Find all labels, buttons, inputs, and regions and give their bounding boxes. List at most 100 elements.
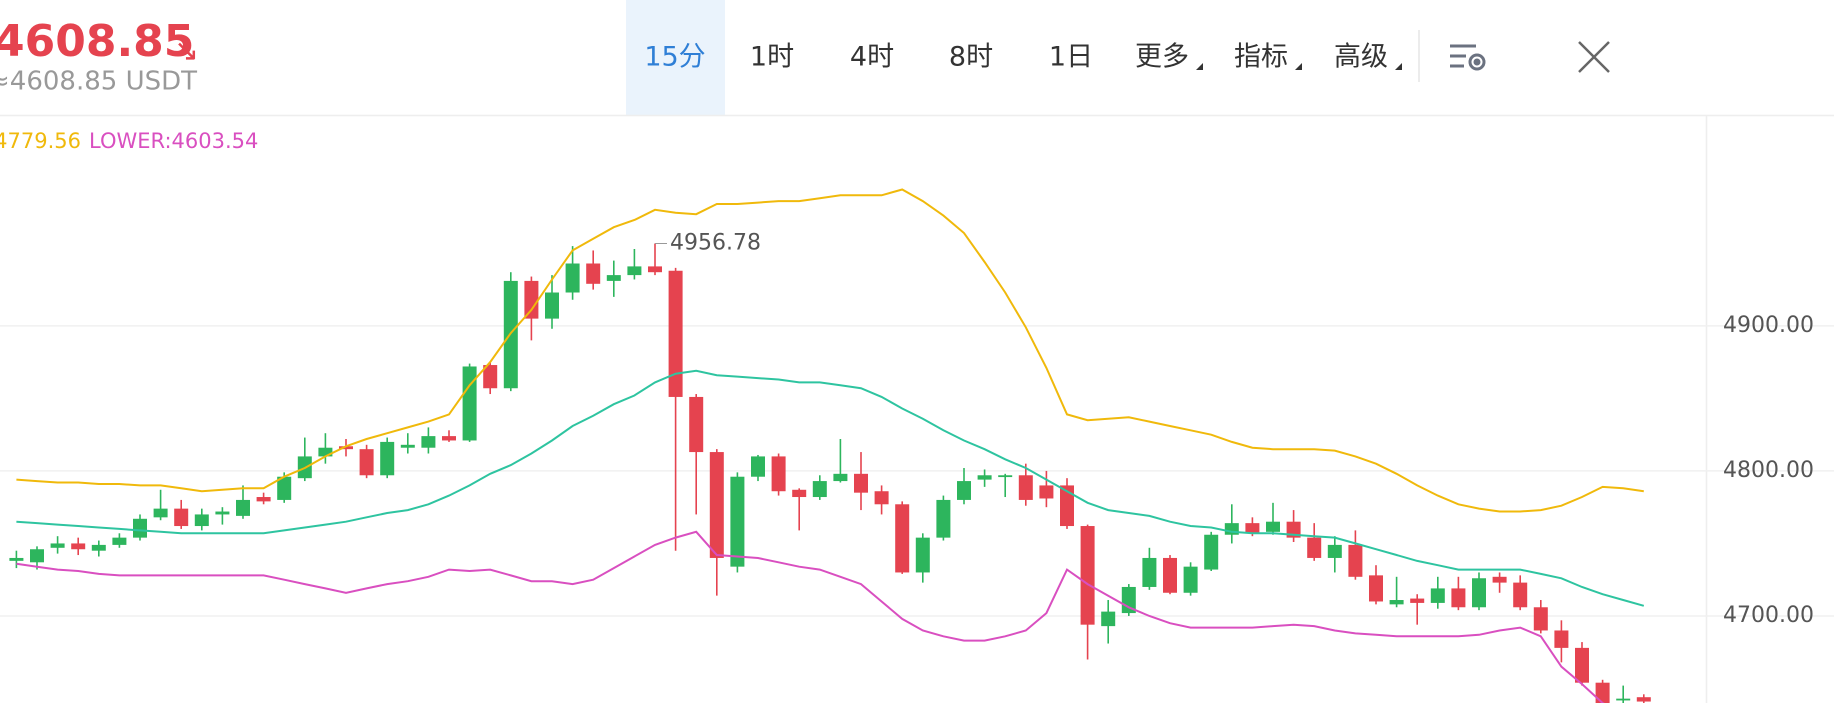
candle-body	[1533, 607, 1548, 631]
candle-body	[1575, 647, 1589, 683]
tab[interactable]: 1日	[1049, 42, 1093, 73]
tab[interactable]: 4时	[850, 42, 894, 73]
candle-body	[1204, 534, 1219, 570]
candle-body	[689, 396, 704, 453]
tab[interactable]: 高级	[1334, 42, 1388, 73]
legend-entry: UPPER:4779.56	[0, 129, 81, 153]
candle-body	[565, 263, 580, 293]
candle-body	[236, 499, 250, 516]
band-line	[16, 369, 1645, 607]
candle-body	[751, 456, 765, 477]
candle-body	[277, 476, 292, 500]
candle-body	[1245, 523, 1260, 534]
tab[interactable]: 8时	[949, 42, 993, 73]
candle-body	[400, 444, 415, 448]
legend-entry: LOWER:4603.54	[89, 129, 258, 153]
candle-body	[133, 518, 147, 538]
band-line	[16, 530, 1605, 703]
candle-body	[1595, 682, 1610, 703]
candle-body	[1266, 521, 1280, 532]
candle-body	[483, 365, 498, 389]
candle-body	[1451, 588, 1466, 608]
candle-body	[1183, 566, 1198, 593]
tabs: 15分 1时 4时 8时 1日 更多 指标 高级	[644, 42, 1402, 73]
max-annotation: 4956.78	[670, 231, 761, 256]
candle-body	[545, 292, 559, 319]
candle-body	[9, 557, 24, 561]
labels: 4700.00 4800.00 4900.00 4956.78 UPPER:4779.5…	[0, 129, 1814, 628]
candle-body	[627, 266, 642, 276]
candle-body	[1080, 526, 1095, 625]
tab[interactable]: 1时	[750, 42, 794, 73]
candle-body	[915, 537, 930, 573]
tab[interactable]: 15分	[644, 42, 705, 73]
candle-body	[730, 476, 745, 567]
candle-body	[1492, 576, 1507, 583]
candle-body	[462, 366, 477, 441]
candle-body	[606, 275, 621, 281]
candle-body	[833, 473, 848, 482]
candle-body	[1101, 611, 1116, 627]
band-line	[16, 188, 1644, 513]
candle-body	[874, 491, 889, 505]
candle-body	[1142, 557, 1157, 587]
candle-body	[977, 475, 992, 480]
settings-icon[interactable]	[1450, 44, 1486, 71]
candle-body	[421, 436, 436, 448]
candle-body	[1039, 485, 1054, 499]
close-button[interactable]	[1578, 41, 1610, 73]
candle-body	[71, 543, 86, 550]
price-arrow: ↘	[174, 34, 199, 69]
y-tick-label: 4800.00	[1723, 458, 1814, 483]
candle-body	[153, 508, 168, 518]
candle-body	[1389, 600, 1404, 605]
candle-body	[1554, 630, 1569, 648]
tab[interactable]: 指标	[1234, 42, 1288, 73]
candle-body	[1348, 544, 1363, 577]
candle-body	[1636, 697, 1651, 702]
candle-body	[380, 441, 395, 476]
candle-body	[91, 544, 106, 551]
dropdown-caret	[1395, 63, 1402, 70]
candle-body	[1616, 698, 1631, 701]
candle-body	[359, 449, 374, 476]
candle-body	[1369, 575, 1383, 602]
candle-body	[1018, 475, 1033, 500]
candle-body	[998, 475, 1013, 478]
candle-body	[1060, 485, 1074, 527]
candle-body	[792, 489, 807, 498]
candle-body	[112, 537, 127, 545]
candle-body	[215, 511, 230, 515]
dropdown-caret	[1196, 63, 1203, 70]
y-tick-label: 4700.00	[1723, 603, 1814, 628]
candle-body	[256, 497, 271, 502]
candle-body	[1224, 523, 1239, 535]
candle-body	[1430, 588, 1445, 603]
active-tab-bg	[626, 0, 725, 115]
candle-body	[1513, 582, 1528, 608]
plot	[9, 188, 1651, 703]
candle-body	[1163, 557, 1177, 593]
candle-body	[936, 499, 951, 538]
candle-body	[50, 543, 65, 548]
candle-body	[30, 549, 44, 563]
candle-body	[771, 456, 786, 492]
candle-body	[1307, 537, 1322, 558]
candle-body	[586, 263, 601, 284]
candle-body	[1327, 544, 1342, 558]
candle-body	[1410, 598, 1425, 603]
candle-body	[709, 452, 724, 558]
candle-body	[957, 481, 971, 500]
candle-body	[339, 446, 353, 450]
candle-body	[812, 481, 827, 498]
candle-body	[174, 508, 189, 527]
candle-body	[318, 447, 333, 457]
candle-body	[194, 514, 209, 527]
candle-body	[1121, 586, 1136, 614]
dropdown-caret	[1295, 63, 1302, 70]
candle-body	[524, 280, 539, 319]
candle-body	[854, 473, 868, 493]
tab[interactable]: 更多	[1135, 42, 1189, 73]
candle-body	[668, 270, 683, 397]
